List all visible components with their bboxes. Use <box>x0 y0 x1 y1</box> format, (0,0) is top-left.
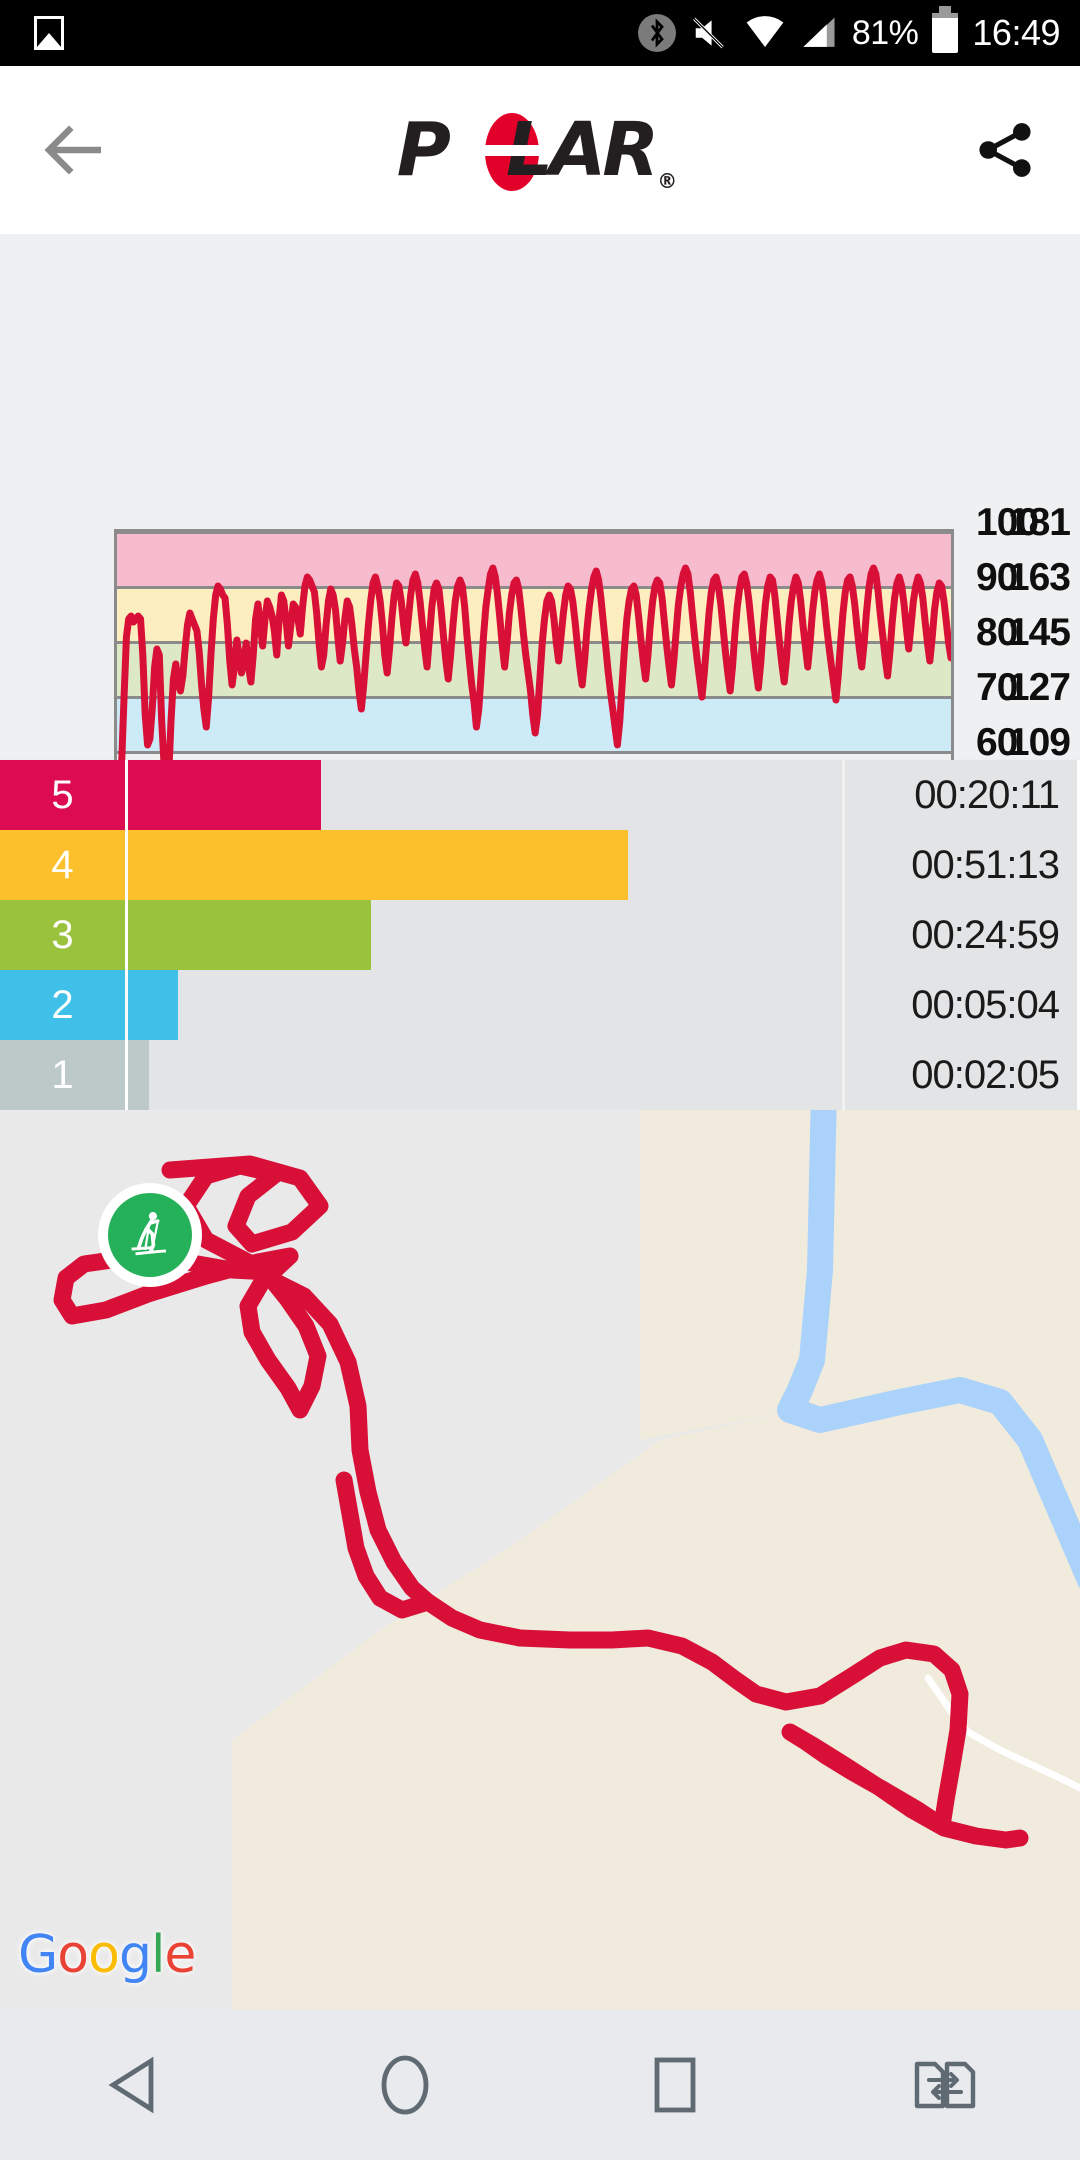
zone-duration: 00:02:05 <box>842 1040 1077 1110</box>
chart-gridline <box>117 532 951 534</box>
google-letter-o2: o <box>88 1925 120 1985</box>
circle-icon <box>381 2055 429 2115</box>
zone-number: 2 <box>0 970 125 1040</box>
share-button[interactable] <box>930 66 1080 234</box>
silent-mode-icon <box>692 17 724 49</box>
nav-recents-button[interactable] <box>540 2010 810 2160</box>
status-bar: 81% 16:49 <box>0 0 1080 66</box>
share-icon <box>979 123 1031 177</box>
heart-rate-chart[interactable]: 00:00:0000:30:0001:00:0001:30:00 1811631… <box>0 234 1080 931</box>
google-attribution: Google <box>18 1925 196 1985</box>
map-land-area-upper <box>640 1110 1080 1510</box>
polar-logo: POLAR® <box>150 107 930 193</box>
zone-duration: 00:24:59 <box>842 900 1077 970</box>
cellular-signal-icon <box>803 17 835 47</box>
chart-y-axis-left <box>0 234 112 634</box>
square-icon <box>654 2057 696 2113</box>
chart-gridline <box>117 641 951 644</box>
chart-y-left-tick: 127 <box>1007 666 1071 709</box>
battery-percent-label: 81% <box>851 13 919 52</box>
map-road <box>924 1674 1080 1792</box>
zone-number: 5 <box>0 760 125 830</box>
zone-bar-fill <box>128 1040 150 1110</box>
chart-y-left-tick: 109 <box>1007 721 1071 764</box>
cross-country-skiing-icon <box>131 1212 167 1256</box>
zone-number: 3 <box>0 900 125 970</box>
triangle-left-icon <box>108 2056 154 2114</box>
hr-zone-table: 5 00:20:11 4 00:51:13 3 00:24:59 2 00:05:04 1 00:… <box>0 760 1080 1110</box>
chart-y-right-tick: 90 <box>976 556 1018 599</box>
google-letter-g1: G <box>18 1925 58 1985</box>
zone-bar-fill <box>128 970 178 1040</box>
zone-row[interactable]: 5 00:20:11 <box>0 760 1080 830</box>
status-bar-right: 81% 16:49 <box>637 6 1080 54</box>
map-land-area <box>232 1410 1080 2010</box>
gps-track <box>53 1155 1029 1849</box>
image-notification-icon <box>34 16 64 50</box>
polar-logo-p: P <box>396 107 451 193</box>
zone-row[interactable]: 4 00:51:13 <box>0 830 1080 900</box>
nav-switch-apps-button[interactable] <box>810 2010 1080 2160</box>
google-letter-e: e <box>164 1925 196 1985</box>
google-letter-l: l <box>150 1925 165 1985</box>
wifi-icon <box>746 16 784 47</box>
chart-gridline <box>117 751 951 754</box>
nav-back-button[interactable] <box>0 2010 270 2160</box>
chart-y-right-tick: 60 <box>976 721 1018 764</box>
zone-number: 1 <box>0 1040 125 1110</box>
zone-row[interactable]: 2 00:05:04 <box>0 970 1080 1040</box>
zone-bar-fill <box>128 760 321 830</box>
zone-bar-fill <box>128 830 628 900</box>
chart-y-left-tick: 145 <box>1007 611 1071 654</box>
zone-bar-track <box>125 760 842 830</box>
polar-logo-oval-band <box>484 145 539 156</box>
chart-y-left-tick: 181 <box>1007 501 1071 544</box>
back-arrow-icon <box>44 125 101 175</box>
google-letter-g2: g <box>118 1925 152 1985</box>
map-canvas <box>53 1110 1080 2010</box>
battery-icon <box>932 6 959 53</box>
map-waterway <box>777 1110 1080 1589</box>
chart-y-right-tick: 100 <box>976 501 1039 544</box>
nav-home-button[interactable] <box>270 2010 540 2160</box>
zone-duration: 00:05:04 <box>842 970 1077 1040</box>
start-marker[interactable] <box>98 1183 202 1287</box>
zone-row[interactable]: 1 00:02:05 <box>0 1040 1080 1110</box>
status-bar-left <box>0 16 64 50</box>
zone-number: 4 <box>0 830 125 900</box>
back-button[interactable] <box>0 66 150 234</box>
zone-bar-track <box>125 830 842 900</box>
status-bar-clock: 16:49 <box>972 12 1060 53</box>
zone-bar-track <box>125 1040 842 1110</box>
switch-apps-icon <box>914 2061 976 2109</box>
zone-duration: 00:51:13 <box>842 830 1077 900</box>
heart-rate-line <box>117 532 951 856</box>
zone-row[interactable]: 3 00:24:59 <box>0 900 1080 970</box>
chart-y-right-tick: 80 <box>976 611 1018 654</box>
system-navigation-bar <box>0 2010 1080 2160</box>
route-map[interactable]: Google <box>0 1110 1080 2010</box>
chart-y-right-tick: 70 <box>976 666 1018 709</box>
chart-zone-band-5 <box>117 532 951 587</box>
zone-bar-track <box>125 900 842 970</box>
chart-y-left-tick: 163 <box>1007 556 1071 599</box>
chart-gridline <box>117 586 951 589</box>
zone-bar-track <box>125 970 842 1040</box>
app-header: POLAR® <box>0 66 1080 234</box>
zone-bar-fill <box>128 900 371 970</box>
zone-duration: 00:20:11 <box>842 760 1077 830</box>
polar-logo-registered: ® <box>657 169 677 193</box>
start-marker-circle <box>108 1193 192 1277</box>
google-letter-o1: o <box>57 1925 89 1985</box>
bluetooth-icon <box>637 14 676 52</box>
